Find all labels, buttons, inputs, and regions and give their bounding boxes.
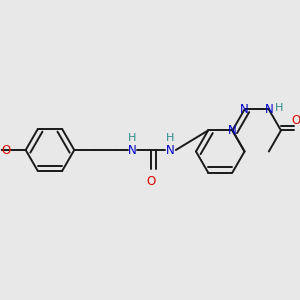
- Text: N: N: [265, 103, 273, 116]
- Text: N: N: [166, 143, 175, 157]
- Text: N: N: [228, 124, 237, 137]
- Text: N: N: [240, 103, 249, 116]
- Text: H: H: [128, 133, 136, 142]
- Text: O: O: [291, 115, 300, 128]
- Text: O: O: [1, 143, 10, 157]
- Text: O: O: [147, 175, 156, 188]
- Text: N: N: [128, 143, 136, 157]
- Text: H: H: [166, 133, 175, 142]
- Text: H: H: [275, 103, 284, 113]
